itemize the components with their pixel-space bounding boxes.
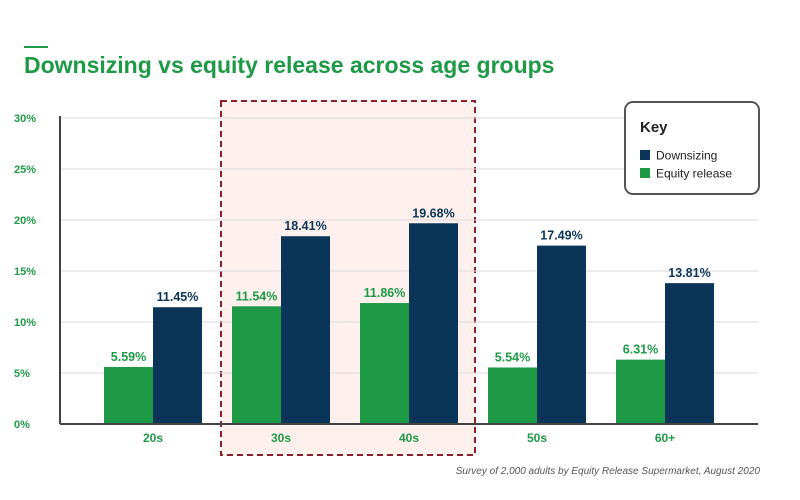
- bar-equity-release-60+: [616, 359, 665, 424]
- data-label: 11.45%: [157, 290, 199, 304]
- y-tick-label: 5%: [14, 368, 30, 380]
- legend-label: Equity release: [656, 167, 732, 181]
- legend-swatch: [640, 150, 650, 160]
- title-accent-line: [24, 46, 48, 48]
- data-label: 6.31%: [623, 343, 658, 357]
- chart-title: Downsizing vs equity release across age …: [24, 52, 555, 78]
- x-tick-label: 30s: [271, 431, 291, 445]
- x-tick-label: 60+: [655, 431, 675, 445]
- y-tick-label: 10%: [14, 317, 36, 329]
- bar-downsizing-40s: [409, 223, 458, 424]
- bar-equity-release-50s: [488, 367, 537, 424]
- bar-downsizing-30s: [281, 236, 330, 424]
- data-label: 17.49%: [540, 229, 582, 243]
- data-label: 11.54%: [236, 289, 278, 303]
- legend-label: Downsizing: [656, 149, 717, 163]
- y-tick-label: 25%: [14, 164, 36, 176]
- bar-equity-release-30s: [232, 306, 281, 424]
- data-label: 19.68%: [412, 206, 454, 220]
- y-tick-label: 20%: [14, 215, 36, 227]
- bar-downsizing-50s: [537, 245, 586, 424]
- data-label: 13.81%: [668, 266, 710, 280]
- data-label: 18.41%: [284, 219, 326, 233]
- source-note: Survey of 2,000 adults by Equity Release…: [455, 466, 760, 477]
- bar-downsizing-60+: [665, 283, 714, 424]
- data-label: 11.86%: [364, 286, 406, 300]
- y-tick-label: 30%: [14, 113, 36, 125]
- x-tick-label: 20s: [143, 431, 163, 445]
- bar-equity-release-40s: [360, 303, 409, 424]
- legend-swatch: [640, 168, 650, 178]
- data-label: 5.54%: [495, 350, 530, 364]
- legend-box: [624, 101, 760, 195]
- x-tick-label: 40s: [399, 431, 419, 445]
- bar-equity-release-20s: [104, 366, 153, 424]
- y-tick-label: 0%: [14, 419, 30, 431]
- y-tick-label: 15%: [14, 266, 36, 278]
- bar-downsizing-20s: [153, 307, 202, 424]
- x-tick-label: 50s: [527, 431, 547, 445]
- legend-title: Key: [640, 119, 668, 136]
- data-label: 5.59%: [111, 350, 146, 364]
